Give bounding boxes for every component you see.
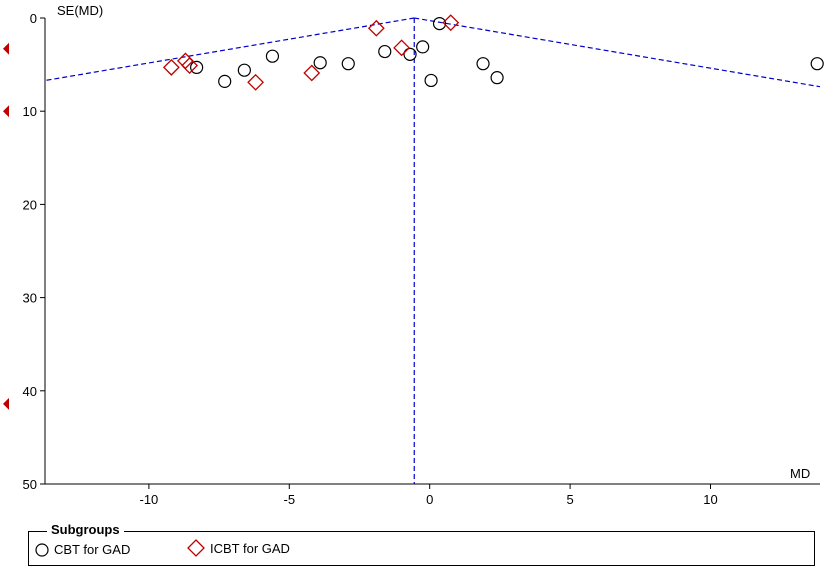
- cbt-data-point: [403, 47, 417, 61]
- legend-item-cbt: CBT for GAD: [35, 542, 130, 557]
- y-tick-label: 50: [23, 477, 37, 492]
- side-arrow-icon: [3, 105, 9, 118]
- cbt-data-point: [313, 56, 327, 70]
- cbt-data-point: [424, 73, 438, 88]
- legend-label-cbt: CBT for GAD: [54, 542, 131, 557]
- y-axis-label: SE(MD): [57, 3, 103, 18]
- side-arrow-icon: [3, 42, 9, 55]
- x-axis-label: MD: [790, 466, 810, 481]
- legend-item-icbt: ICBT for GAD: [187, 539, 290, 557]
- icbt-data-point: [442, 14, 460, 32]
- cbt-data-point: [476, 57, 490, 71]
- x-tick-label: -10: [139, 492, 158, 507]
- y-tick-label: 10: [23, 104, 37, 119]
- legend: Subgroups CBT for GAD ICBT for GAD: [28, 522, 815, 566]
- cbt-data-point: [416, 40, 430, 54]
- side-arrow-icon: [3, 397, 9, 410]
- cbt-data-point: [432, 16, 447, 31]
- funnel-right-limit: [414, 17, 821, 88]
- y-tick-label: 20: [23, 197, 37, 212]
- circle-marker-icon: [35, 542, 49, 557]
- legend-label-icbt: ICBT for GAD: [210, 540, 290, 556]
- diamond-marker-icon: [187, 539, 205, 557]
- x-tick-label: 0: [426, 492, 433, 507]
- cbt-data-point: [490, 71, 504, 85]
- cbt-data-point: [265, 49, 280, 63]
- icbt-data-point: [393, 39, 411, 57]
- icbt-data-point: [247, 73, 265, 91]
- cbt-data-point: [190, 60, 204, 74]
- cbt-data-point: [378, 44, 392, 59]
- cbt-data-point: [341, 57, 355, 71]
- x-tick-label: -5: [284, 492, 296, 507]
- cbt-data-point: [237, 63, 251, 77]
- y-tick-label: 30: [23, 291, 37, 306]
- x-tick-label: 5: [566, 492, 573, 507]
- legend-title: Subgroups: [47, 522, 124, 537]
- icbt-data-point: [303, 64, 321, 82]
- cbt-data-point: [218, 74, 232, 88]
- icbt-data-point: [367, 19, 385, 37]
- funnel-left-limit: [44, 17, 415, 82]
- x-tick-label: 10: [703, 492, 717, 507]
- icbt-data-point: [162, 58, 180, 76]
- y-tick-label: 0: [30, 11, 37, 26]
- icbt-data-point: [181, 57, 199, 74]
- cbt-data-point: [810, 57, 824, 71]
- y-tick-label: 40: [23, 384, 37, 399]
